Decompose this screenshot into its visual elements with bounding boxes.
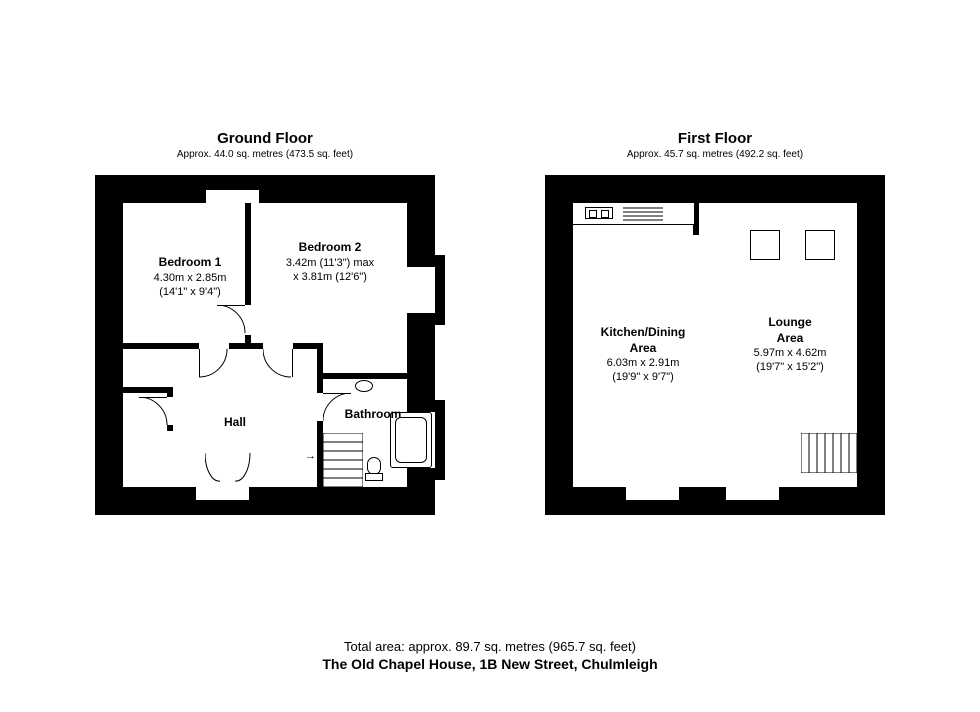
kitchen-dim-ft: (19'9" x 9'7") — [583, 370, 703, 384]
first-stairs — [801, 433, 857, 473]
first-bottom-break-1 — [625, 487, 680, 501]
first-bottom-break-2 — [725, 487, 780, 501]
ground-floor-header: Ground Floor Approx. 44.0 sq. metres (47… — [95, 130, 435, 160]
door-arc-closet — [139, 397, 169, 427]
kitchen-sink — [585, 207, 613, 219]
hall-label: Hall — [195, 415, 275, 431]
bedroom1-dim-m: 4.30m x 2.85m — [135, 271, 245, 285]
first-floor-title: First Floor — [545, 130, 885, 147]
kitchen-name: Kitchen/Dining — [583, 325, 703, 341]
door-swing-bedrooms — [217, 305, 245, 306]
kitchen-name2: Area — [583, 341, 703, 357]
ground-stairs — [323, 433, 363, 487]
bedroom2-dim-m: 3.42m (11'3") max — [265, 256, 395, 270]
lounge-dim-ft: (19'7" x 15'2") — [735, 360, 845, 374]
toilet-tank — [365, 473, 383, 481]
door-arc-entry-r — [235, 453, 265, 483]
skylight-1 — [750, 230, 780, 260]
bedroom2-name: Bedroom 2 — [265, 240, 395, 256]
ground-floor-plan: → Bedroom 1 4.30m x 2.85m (14'1" x 9'4")… — [95, 175, 435, 515]
bedroom2-dim-ft: x 3.81m (12'6") — [265, 270, 395, 284]
bedroom1-dim-ft: (14'1" x 9'4") — [135, 285, 245, 299]
first-floor-plan: Kitchen/Dining Area 6.03m x 2.91m (19'9"… — [545, 175, 885, 515]
door-arc-entry-l — [205, 453, 235, 483]
ground-top-break — [205, 189, 260, 203]
skylight-2 — [805, 230, 835, 260]
ground-floor-subtitle: Approx. 44.0 sq. metres (473.5 sq. feet) — [95, 149, 435, 160]
footer-address: The Old Chapel House, 1B New Street, Chu… — [0, 656, 980, 672]
kitchen-label: Kitchen/Dining Area 6.03m x 2.91m (19'9"… — [583, 325, 703, 385]
kitchen-hob — [623, 205, 663, 223]
door-arc-bedrooms — [217, 305, 247, 335]
lounge-name: Lounge — [735, 315, 845, 331]
sink — [355, 380, 373, 392]
first-floor-header: First Floor Approx. 45.7 sq. metres (492… — [545, 130, 885, 160]
bed2-bumpout-interior — [407, 267, 435, 313]
hall-name: Hall — [195, 415, 275, 431]
ground-floor-title: Ground Floor — [95, 130, 435, 147]
door-arc-bed1 — [199, 349, 229, 379]
bedroom1-name: Bedroom 1 — [135, 255, 245, 271]
lounge-dim-m: 5.97m x 4.62m — [735, 346, 845, 360]
bedroom2-label: Bedroom 2 3.42m (11'3") max x 3.81m (12'… — [265, 240, 395, 284]
stairs-arrow-icon: → — [305, 450, 316, 462]
lounge-name2: Area — [735, 331, 845, 347]
door-swing-closet — [139, 397, 167, 398]
ground-bottom-break-1 — [195, 487, 250, 501]
bathroom-label: Bathroom — [333, 407, 413, 423]
wall-horiz-bed2-bath — [317, 373, 407, 379]
footer-area: Total area: approx. 89.7 sq. metres (965… — [0, 639, 980, 654]
footer: Total area: approx. 89.7 sq. metres (965… — [0, 639, 980, 672]
lounge-label: Lounge Area 5.97m x 4.62m (19'7" x 15'2"… — [735, 315, 845, 375]
door-arc-bed2a — [263, 349, 293, 379]
kitchen-dim-m: 6.03m x 2.91m — [583, 356, 703, 370]
wall-closet-horiz — [123, 387, 173, 393]
bathroom-name: Bathroom — [333, 407, 413, 423]
bedroom1-label: Bedroom 1 4.30m x 2.85m (14'1" x 9'4") — [135, 255, 245, 299]
door-swing-bath — [323, 393, 351, 394]
floorplan-page: Ground Floor Approx. 44.0 sq. metres (47… — [0, 0, 980, 712]
first-floor-subtitle: Approx. 45.7 sq. metres (492.2 sq. feet) — [545, 149, 885, 160]
